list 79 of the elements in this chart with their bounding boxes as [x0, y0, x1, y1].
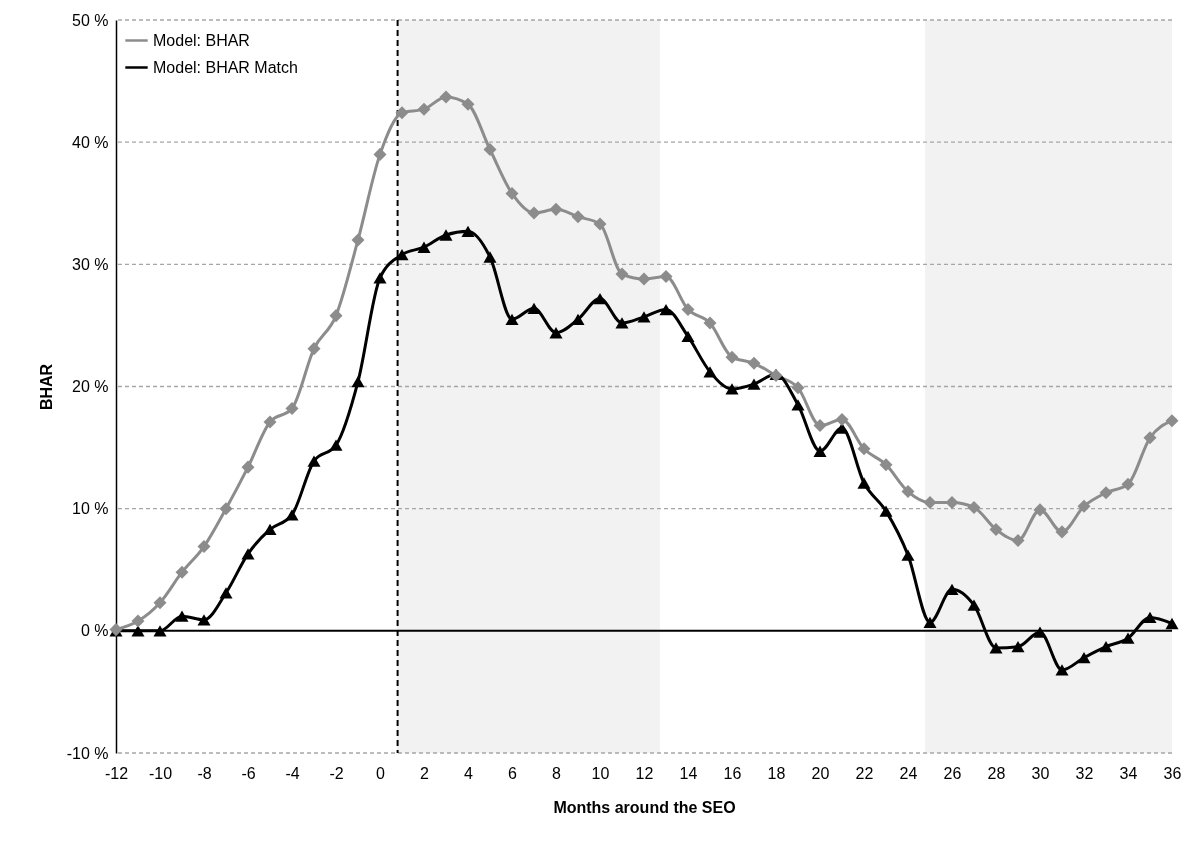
- point: [703, 316, 717, 330]
- x-tick-label: 26: [943, 764, 962, 782]
- x-tick-label: 36: [1163, 764, 1182, 782]
- point: [703, 366, 717, 378]
- x-tick-label: 34: [1119, 764, 1138, 782]
- point: [329, 309, 343, 323]
- y-tick-label: 50 %: [72, 11, 109, 29]
- x-tick-label: 0: [376, 764, 386, 782]
- x-tick-label: 10: [591, 764, 610, 782]
- x-tick-label: 4: [464, 764, 474, 782]
- x-tick-label: 32: [1075, 764, 1094, 782]
- point: [219, 587, 233, 599]
- x-tick-label: 16: [723, 764, 742, 782]
- point: [791, 399, 805, 411]
- point: [681, 303, 695, 317]
- point: [131, 614, 145, 628]
- point: [373, 147, 387, 161]
- point: [351, 375, 365, 388]
- point: [219, 502, 233, 516]
- point: [901, 485, 915, 499]
- x-tick-label: 18: [767, 764, 786, 782]
- point: [263, 415, 277, 429]
- point: [813, 445, 827, 457]
- point: [285, 509, 299, 521]
- point: [681, 330, 695, 343]
- legend-label: Model: BHAR: [153, 31, 250, 49]
- point: [901, 549, 915, 561]
- point: [241, 460, 255, 474]
- point: [197, 614, 211, 626]
- point: [241, 548, 255, 560]
- point: [307, 455, 321, 467]
- x-tick-label: -2: [329, 764, 344, 782]
- point: [153, 596, 167, 610]
- y-tick-label: 40 %: [72, 133, 109, 151]
- point: [879, 458, 893, 472]
- x-tick-label: 30: [1031, 764, 1050, 782]
- x-tick-label: 14: [679, 764, 698, 782]
- x-tick-label: 12: [635, 764, 654, 782]
- y-tick-label: 30 %: [72, 255, 109, 273]
- point: [747, 378, 761, 390]
- point: [813, 419, 827, 433]
- x-tick-label: -10: [148, 764, 173, 782]
- point: [835, 412, 849, 426]
- y-tick-label: 20 %: [72, 378, 109, 395]
- y-axis-title: BHAR: [37, 363, 55, 411]
- point: [857, 477, 871, 489]
- y-tick-label: 10 %: [72, 500, 109, 518]
- x-tick-label: 6: [508, 764, 518, 782]
- point: [153, 625, 167, 637]
- x-tick-label: 2: [420, 764, 430, 782]
- x-tick-label: 22: [855, 764, 874, 782]
- y-tick-label: -10 %: [66, 744, 109, 762]
- x-tick-label: 24: [899, 764, 918, 782]
- point: [857, 442, 871, 456]
- point: [725, 383, 739, 395]
- legend-label: Model: BHAR Match: [153, 58, 298, 76]
- y-tick-label: 0 %: [80, 622, 109, 640]
- point: [285, 401, 299, 416]
- point: [351, 233, 365, 247]
- x-tick-label: -8: [197, 764, 212, 782]
- point: [307, 342, 321, 356]
- point: [879, 505, 893, 517]
- point: [263, 523, 277, 536]
- point: [329, 439, 343, 451]
- x-tick-label: 20: [811, 764, 830, 782]
- point: [373, 272, 387, 284]
- x-tick-label: -4: [285, 764, 300, 782]
- point: [175, 610, 189, 622]
- point: [835, 422, 849, 434]
- x-tick-label: -12: [104, 764, 129, 782]
- x-tick-label: -6: [241, 764, 256, 782]
- point: [747, 356, 761, 370]
- x-axis-title: Months around the SEO: [553, 798, 736, 816]
- point: [725, 350, 739, 364]
- x-tick-label: 8: [552, 764, 562, 782]
- point: [175, 565, 189, 579]
- point: [791, 381, 805, 395]
- point: [197, 540, 211, 554]
- x-tick-label: 28: [987, 764, 1006, 782]
